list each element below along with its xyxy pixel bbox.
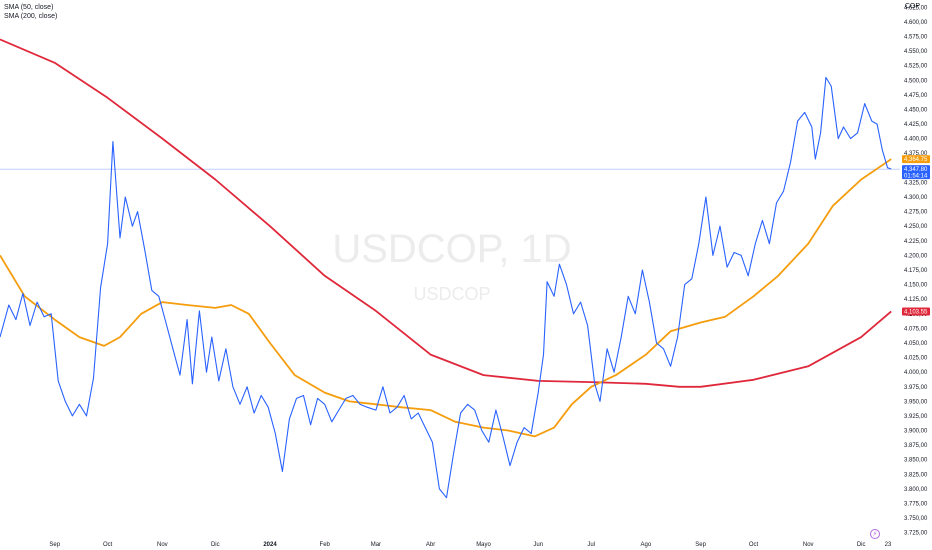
y-tick-label: 3.800,00 (904, 487, 928, 493)
y-tick-label: 3.725,00 (904, 531, 928, 537)
currency-label[interactable]: COP (904, 3, 920, 10)
y-tick-label: 3.975,00 (904, 385, 928, 391)
x-tick-label: Mayo (476, 542, 491, 548)
x-tick-label: Abr (426, 542, 435, 548)
legend-sma50[interactable]: SMA (50, close) (4, 4, 54, 11)
y-tick-label: 4.625,00 (904, 5, 928, 11)
y-tick-label: 4.225,00 (904, 239, 928, 245)
y-tick-label: 3.900,00 (904, 429, 928, 435)
sma200-badge: 4,103.55 (904, 309, 928, 315)
y-tick-label: 4.150,00 (904, 283, 928, 289)
y-tick-label: 3.925,00 (904, 414, 928, 420)
x-tick-label: Dic (211, 542, 220, 548)
y-tick-label: 4.175,00 (904, 268, 928, 274)
y-tick-label: 4.000,00 (904, 370, 928, 376)
goto-realtime-icon[interactable]: ⚡ (870, 529, 880, 539)
y-tick-label: 4.575,00 (904, 34, 928, 40)
watermark-symbol: USDCOP, 1D (332, 227, 571, 271)
indicator-legend: SMA (50, close) SMA (200, close) (4, 3, 57, 21)
x-tick-label: Nov (157, 542, 168, 548)
x-tick-label: Jul (587, 542, 595, 548)
y-tick-label: 4.050,00 (904, 341, 928, 347)
y-tick-label: 4.325,00 (904, 180, 928, 186)
y-tick-label: 4.600,00 (904, 20, 928, 26)
y-tick-label: 3.750,00 (904, 516, 928, 522)
y-tick-label: 4.250,00 (904, 224, 928, 230)
x-tick-label: Sep (49, 542, 60, 548)
series-line-sma50[interactable] (0, 158, 892, 438)
price-badge: 4,347.80 (904, 167, 928, 173)
y-tick-label: 4.025,00 (904, 356, 928, 362)
x-tick-label: Oct (749, 542, 759, 548)
series-line-sma200[interactable] (0, 38, 892, 388)
x-tick-label: Mar (371, 542, 381, 548)
y-tick-label: 4.525,00 (904, 64, 928, 70)
x-tick-label: Dic (857, 542, 866, 548)
y-tick-label: 3.850,00 (904, 458, 928, 464)
y-tick-label: 4.475,00 (904, 93, 928, 99)
sma200-badge-bg (902, 307, 930, 316)
x-tick-label: Feb (320, 542, 331, 548)
legend-sma200[interactable]: SMA (200, close) (4, 13, 58, 20)
time-axis[interactable]: Sep Oct Nov Dic 2024 Feb Mar Abr Mayo Jun Jul Ago Se… (49, 542, 892, 548)
series-line-price[interactable] (0, 76, 892, 499)
sma50-badge: 4,364.75 (904, 157, 928, 163)
y-tick-label: 4.300,00 (904, 195, 928, 201)
y-tick-label: 3.775,00 (904, 502, 928, 508)
y-tick-label: 4.125,00 (904, 297, 928, 303)
x-tick-label: Jun (533, 542, 543, 548)
x-tick-label: Oct (103, 542, 113, 548)
x-tick-label: 2024 (263, 542, 277, 548)
y-tick-label: 3.825,00 (904, 472, 928, 478)
x-tick-label: Ago (641, 542, 652, 548)
y-tick-label: 4.200,00 (904, 253, 928, 259)
y-tick-label: 4.500,00 (904, 78, 928, 84)
watermark-sub: USDCOP (413, 284, 490, 304)
y-tick-label: 4.075,00 (904, 326, 928, 332)
y-tick-label: 4.425,00 (904, 122, 928, 128)
x-tick-label: Nov (803, 542, 814, 548)
y-tick-label: 4.275,00 (904, 210, 928, 216)
price-badge-bg (902, 165, 930, 180)
price-badge-countdown: 01:54:14 (904, 174, 928, 180)
price-axis[interactable]: 3.725,00 3.750,00 3.775,00 3.800,00 3.825,00… (904, 5, 928, 536)
y-tick-label: 3.950,00 (904, 399, 928, 405)
x-tick-label-extra: 23 (885, 542, 892, 548)
sma50-badge-bg (902, 155, 930, 164)
y-tick-label: 4.375,00 (904, 151, 928, 157)
y-tick-label: 3.875,00 (904, 443, 928, 449)
plot-area (0, 38, 900, 499)
y-tick-label: 4.450,00 (904, 107, 928, 113)
y-tick-label: 4.550,00 (904, 49, 928, 55)
x-tick-label: Sep (695, 542, 706, 548)
y-tick-label: 4.400,00 (904, 137, 928, 143)
